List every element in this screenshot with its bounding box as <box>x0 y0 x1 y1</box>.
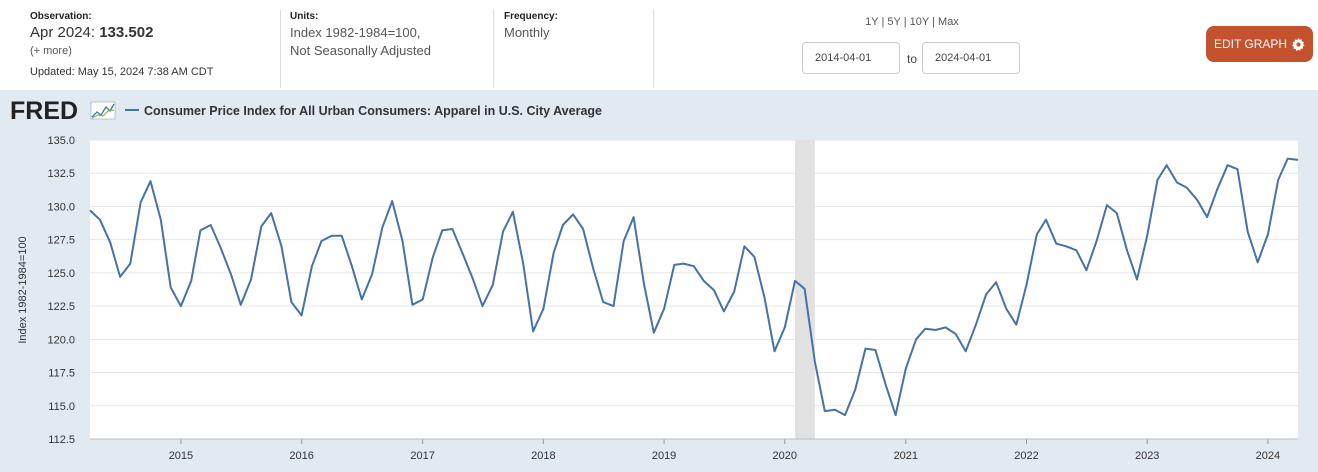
y-axis-title: Index 1982-1984=100 <box>17 236 29 343</box>
y-tick-label: 132.5 <box>47 168 75 180</box>
observation-line: Apr 2024: 133.502 <box>30 24 213 42</box>
y-tick-label: 122.5 <box>47 301 75 313</box>
x-tick-label: 2024 <box>1256 450 1280 462</box>
range-separator: | <box>881 16 885 28</box>
fred-logo-chart-icon <box>90 101 116 120</box>
x-tick-label: 2018 <box>531 450 555 462</box>
units-line1: Index 1982-1984=100, <box>290 25 421 40</box>
legend-label: Consumer Price Index for All Urban Consu… <box>144 104 602 118</box>
x-tick-label: 2020 <box>773 450 797 462</box>
observation-date: Apr 2024: <box>30 24 96 41</box>
y-tick-label: 125.0 <box>47 268 75 280</box>
date-range-to-label: to <box>907 52 918 66</box>
more-link[interactable]: (+ more) <box>30 45 72 57</box>
range-separator: | <box>903 16 907 28</box>
y-axis: 112.5 115.0 117.5 120.0 122.5 125.0 127.5 130.0… <box>47 135 75 446</box>
units-line2: Not Seasonally Adjusted <box>290 43 431 58</box>
range-selector: 1Y | 5Y | 10Y | Max <box>832 16 992 28</box>
divider <box>493 10 494 88</box>
frequency-value: Monthly <box>504 25 550 40</box>
range-10y-button[interactable]: 10Y <box>909 16 930 28</box>
frequency-label: Frequency: <box>504 11 558 22</box>
y-tick-label: 135.0 <box>47 135 75 147</box>
x-tick-label: 2019 <box>652 450 676 462</box>
range-1y-button[interactable]: 1Y <box>865 16 879 28</box>
start-date-input[interactable]: 2014-04-01 <box>802 42 900 74</box>
units-label: Units: <box>290 11 319 22</box>
range-separator: | <box>932 16 935 28</box>
observation-value: 133.502 <box>99 24 154 41</box>
edit-graph-button[interactable]: EDIT GRAPH <box>1206 26 1313 62</box>
x-axis: 2015 2016 2017 2018 2019 2020 2021 2022 2023 2024 <box>90 438 1298 462</box>
end-date-input[interactable]: 2024-04-01 <box>922 42 1020 74</box>
x-tick-label: 2017 <box>410 450 434 462</box>
divider <box>280 10 281 88</box>
divider <box>653 10 654 88</box>
updated-text: Updated: May 15, 2024 7:38 AM CDT <box>30 66 214 78</box>
x-tick-label: 2021 <box>894 450 918 462</box>
x-tick-label: 2016 <box>289 450 313 462</box>
grid-lines <box>90 139 1298 440</box>
range-5y-button[interactable]: 5Y <box>887 16 901 28</box>
units-block: Units: Index 1982-1984=100, Not Seasonal… <box>290 10 431 60</box>
observation-block: Observation: Apr 2024: 133.502 (+ more) … <box>30 10 213 81</box>
y-tick-label: 127.5 <box>47 235 75 247</box>
header-bar: Observation: Apr 2024: 133.502 (+ more) … <box>0 0 1318 90</box>
x-tick-label: 2023 <box>1135 450 1159 462</box>
y-tick-label: 115.0 <box>48 401 75 413</box>
x-tick-label: 2022 <box>1014 450 1038 462</box>
observation-label: Observation: <box>30 11 92 22</box>
y-tick-label: 120.0 <box>47 334 75 346</box>
y-tick-label: 130.0 <box>47 201 75 213</box>
gear-icon <box>1292 37 1305 51</box>
plot-area <box>90 140 1298 439</box>
series-line <box>89 157 1299 417</box>
fred-logo[interactable]: FRED <box>10 97 78 125</box>
range-max-button[interactable]: Max <box>938 16 959 28</box>
edit-graph-label: EDIT GRAPH <box>1213 37 1288 51</box>
y-tick-label: 117.5 <box>48 368 75 380</box>
y-tick-label: 112.5 <box>48 434 75 446</box>
frequency-block: Frequency: Monthly <box>504 10 558 42</box>
series-group <box>89 157 1299 417</box>
x-tick-label: 2015 <box>169 450 193 462</box>
